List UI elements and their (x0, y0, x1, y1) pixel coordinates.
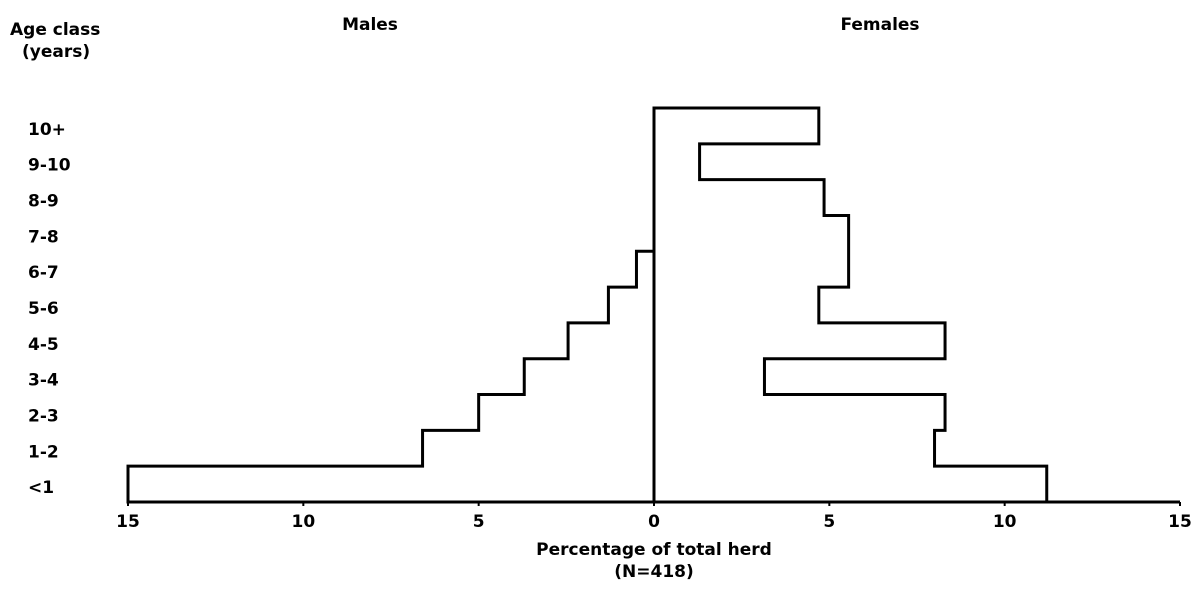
bar (654, 251, 849, 287)
bar (654, 108, 819, 144)
y-axis-label: Age class (10, 20, 100, 40)
category-label: 3-4 (28, 371, 59, 391)
x-tick-label: 15 (116, 512, 140, 532)
bar (654, 359, 764, 395)
bar (654, 215, 849, 251)
x-tick-label: 10 (993, 512, 1017, 532)
x-tick-label: 0 (648, 512, 660, 532)
x-axis-label: Percentage of total herd (536, 540, 772, 560)
x-tick-label: 5 (823, 512, 835, 532)
bar (654, 144, 700, 180)
bar (654, 430, 935, 466)
category-label: 9-10 (28, 156, 71, 176)
x-tick-label: 10 (291, 512, 315, 532)
category-label: 4-5 (28, 335, 59, 355)
bar (654, 180, 824, 216)
bar (636, 251, 654, 287)
bar (654, 287, 819, 323)
category-label: 10+ (28, 120, 66, 140)
x-axis-label: (N=418) (614, 562, 694, 582)
category-label: 5-6 (28, 299, 59, 319)
bar (524, 359, 654, 395)
bar-outline (652, 106, 1049, 504)
bar (568, 323, 654, 359)
category-label: 2-3 (28, 406, 59, 426)
bar (128, 466, 654, 502)
bar (479, 395, 654, 431)
bar (423, 430, 654, 466)
y-axis-label: (years) (22, 42, 90, 62)
bar (654, 323, 945, 359)
category-label: 1-2 (28, 442, 59, 462)
bar (608, 287, 654, 323)
series-label: Females (840, 15, 919, 35)
x-tick-label: 15 (1168, 512, 1192, 532)
category-label: 8-9 (28, 192, 59, 212)
bar (654, 395, 945, 431)
category-label: 7-8 (28, 227, 59, 247)
category-label: <1 (28, 478, 54, 498)
x-tick-label: 5 (473, 512, 485, 532)
category-label: 6-7 (28, 263, 59, 283)
bar (654, 466, 1047, 502)
series-label: Males (342, 15, 398, 35)
